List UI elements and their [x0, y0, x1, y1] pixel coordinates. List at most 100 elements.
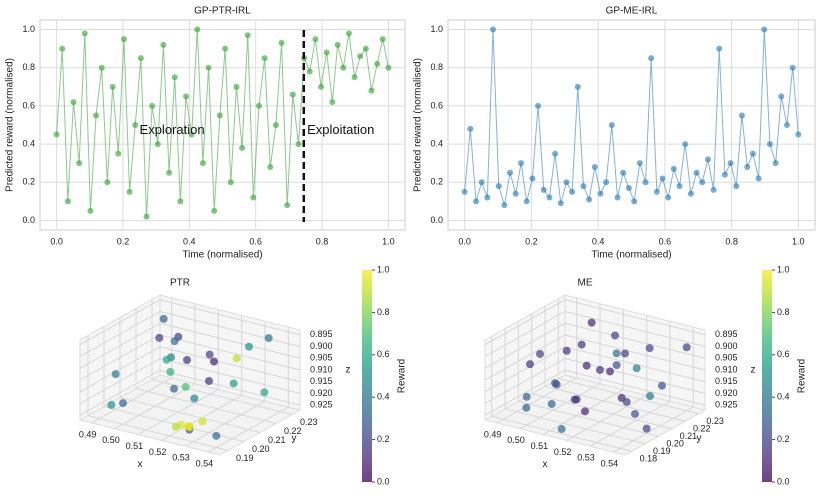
point — [126, 188, 133, 195]
point — [676, 183, 683, 190]
x-tick-label: 0.8 — [725, 236, 738, 246]
point — [159, 314, 168, 323]
point — [111, 370, 120, 379]
point — [552, 380, 561, 389]
x-axis-label: x — [138, 459, 143, 470]
point — [81, 30, 88, 37]
point — [540, 186, 547, 193]
point — [227, 179, 234, 186]
point — [351, 74, 358, 81]
y-tick-label: 0.0 — [430, 215, 443, 225]
grid-line — [79, 334, 161, 381]
point — [210, 357, 218, 366]
point — [495, 183, 502, 190]
y-tick-label: 0.8 — [430, 62, 443, 72]
x-tick-label: 0.52 — [554, 447, 572, 457]
colorbar-tick-label: 0.0 — [377, 476, 390, 486]
y-tick-label: 0.23 — [706, 416, 724, 426]
y-tick-label: 0.18 — [640, 454, 658, 464]
point — [232, 354, 241, 363]
grid-line — [613, 406, 694, 453]
point — [137, 55, 144, 62]
grid-line — [484, 334, 566, 381]
colorbar-tick-label: 0.4 — [777, 392, 790, 402]
point — [755, 175, 762, 182]
point — [577, 340, 586, 349]
y-tick-label: 0.4 — [22, 138, 35, 148]
point — [645, 344, 654, 353]
point — [658, 381, 666, 390]
y-axis-label: Predicted reward (normalised) — [413, 58, 424, 192]
point — [171, 74, 178, 81]
point — [721, 171, 728, 178]
point — [606, 367, 614, 376]
point — [340, 64, 347, 71]
point — [53, 131, 60, 138]
point — [586, 196, 593, 203]
grid-line — [87, 415, 229, 451]
grid-line — [589, 400, 671, 447]
point — [636, 160, 643, 167]
point — [522, 403, 531, 412]
point — [194, 26, 201, 33]
y-axis-label: y — [292, 433, 297, 444]
point — [162, 355, 171, 364]
point — [306, 68, 313, 75]
grid-line — [484, 322, 566, 369]
y-tick-label: 0.20 — [252, 444, 270, 454]
y-tick-label: 0.21 — [680, 431, 698, 441]
z-tick-label: 0.905 — [310, 353, 333, 363]
y-tick-label: 0.20 — [666, 439, 684, 449]
chart-title: GP-ME-IRL — [606, 6, 658, 17]
point — [171, 422, 180, 431]
x-tick-label: 1.0 — [792, 236, 805, 246]
x-tick-label: 0.51 — [126, 441, 144, 451]
x-tick-label: 0.6 — [659, 236, 672, 246]
point — [522, 392, 531, 401]
point — [250, 194, 257, 201]
point — [552, 150, 559, 157]
x-axis-label: x — [543, 459, 548, 470]
point — [205, 350, 214, 359]
x-tick-label: 0.51 — [531, 441, 549, 451]
grid-line — [564, 310, 706, 347]
point — [761, 26, 768, 33]
point — [143, 213, 150, 220]
point — [170, 384, 178, 393]
point — [170, 337, 179, 346]
point — [581, 407, 589, 416]
z-tick-label: 0.910 — [310, 364, 333, 374]
point — [523, 198, 530, 205]
x-tick-label: 0.4 — [592, 236, 605, 246]
x-tick-label: 0.52 — [149, 447, 167, 457]
point — [93, 112, 100, 119]
point — [115, 150, 122, 157]
grid-line — [79, 346, 161, 393]
point — [596, 365, 604, 374]
grid-line — [484, 358, 566, 404]
point — [109, 83, 116, 90]
point — [632, 364, 641, 373]
point — [149, 102, 156, 109]
x-tick-label: 0.50 — [507, 435, 525, 445]
point — [546, 194, 553, 201]
point — [569, 188, 576, 195]
grid-line — [496, 377, 577, 424]
grid-line — [79, 311, 161, 357]
x-tick-label: 0.0 — [50, 236, 63, 246]
point — [620, 169, 627, 176]
colorbar-tick-label: 0.8 — [777, 307, 790, 317]
grid-line — [531, 393, 672, 430]
point — [120, 36, 127, 43]
chart-title: GP-PTR-IRL — [194, 6, 251, 17]
point — [222, 45, 229, 52]
y-tick-label: 0.0 — [22, 215, 35, 225]
point — [473, 198, 480, 205]
z-tick-label: 0.920 — [310, 388, 333, 398]
point — [557, 425, 566, 434]
point — [329, 99, 336, 106]
point — [582, 361, 591, 370]
point — [716, 45, 723, 52]
series-line — [464, 29, 799, 206]
point — [501, 202, 508, 209]
